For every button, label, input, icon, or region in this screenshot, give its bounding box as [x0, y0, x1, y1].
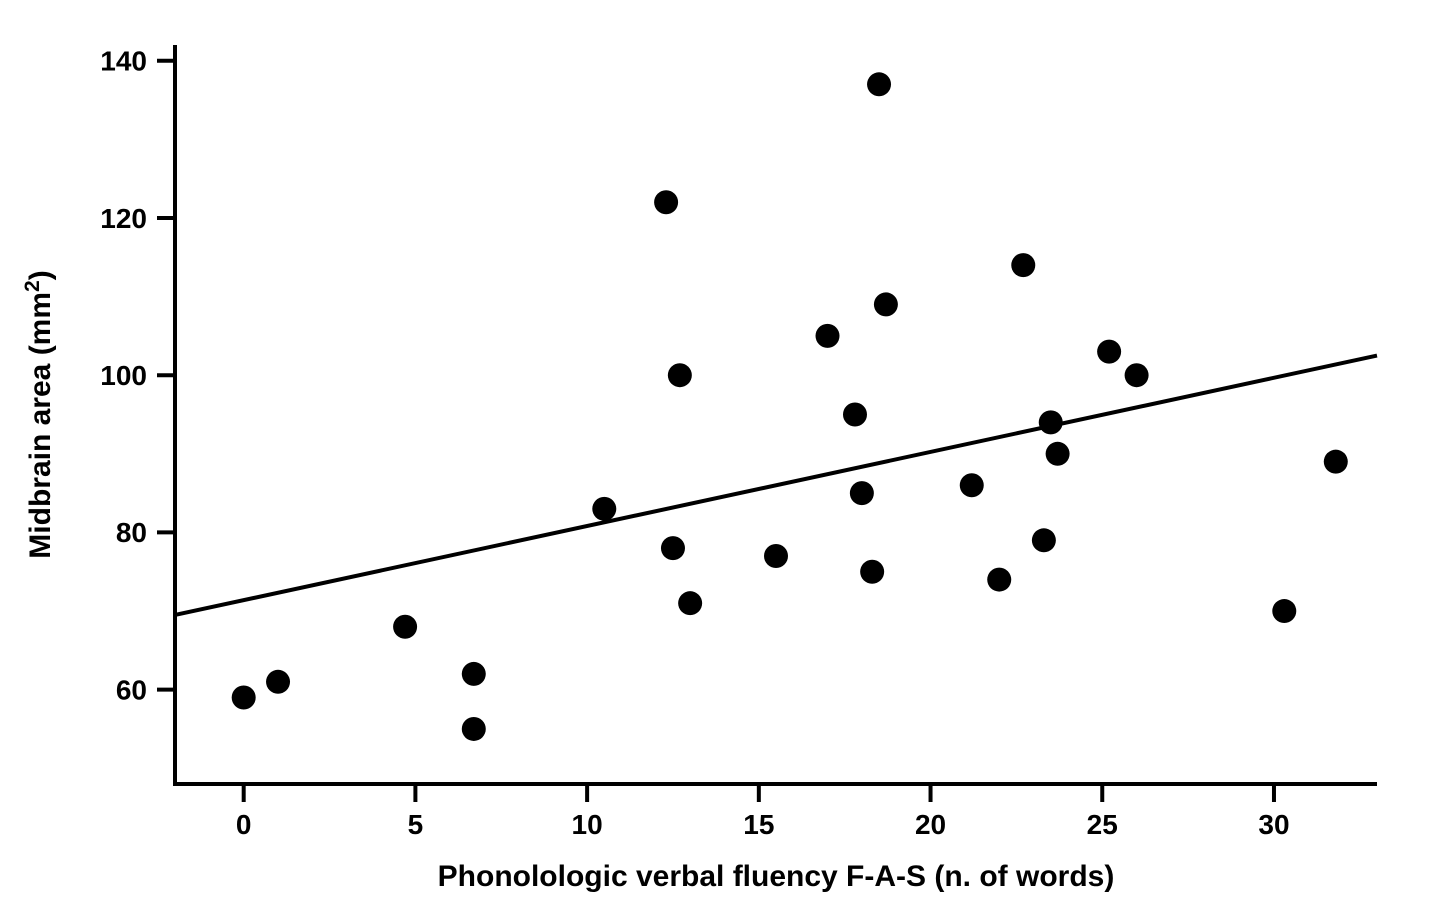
data-point — [850, 481, 874, 505]
x-tick-label: 20 — [915, 809, 946, 840]
data-point — [1097, 340, 1121, 364]
data-point — [1125, 363, 1149, 387]
data-point — [1046, 442, 1070, 466]
data-point — [867, 72, 891, 96]
axes — [175, 45, 1377, 784]
data-point — [1011, 253, 1035, 277]
data-point — [1039, 410, 1063, 434]
data-point — [232, 686, 256, 710]
y-axis-title: Midbrain area (mm2) — [21, 270, 58, 558]
x-tick-label: 5 — [408, 809, 424, 840]
data-point — [987, 568, 1011, 592]
y-tick-label: 80 — [116, 517, 147, 548]
data-point — [874, 292, 898, 316]
data-point — [1272, 599, 1296, 623]
data-point — [816, 324, 840, 348]
data-point — [843, 403, 867, 427]
data-point — [661, 536, 685, 560]
x-tick-label: 0 — [236, 809, 252, 840]
y-tick-label: 120 — [100, 203, 147, 234]
data-point — [266, 670, 290, 694]
data-point — [668, 363, 692, 387]
data-point — [960, 473, 984, 497]
x-axis-title: Phonolologic verbal fluency F-A-S (n. of… — [438, 860, 1115, 893]
y-tick-label: 60 — [116, 674, 147, 705]
x-tick-label: 10 — [572, 809, 603, 840]
data-point — [592, 497, 616, 521]
data-point — [462, 662, 486, 686]
data-point — [462, 717, 486, 741]
chart-svg: 0 5 10 15 20 25 30 60 80 100 120 140 Phonolologic ve… — [0, 0, 1437, 914]
y-tick-label: 100 — [100, 360, 147, 391]
x-tick-label: 30 — [1258, 809, 1289, 840]
data-point — [860, 560, 884, 584]
x-tick-label: 25 — [1087, 809, 1118, 840]
data-point — [393, 615, 417, 639]
scatter-chart: 0 5 10 15 20 25 30 60 80 100 120 140 Phonolologic ve… — [0, 0, 1437, 914]
data-point — [764, 544, 788, 568]
data-point — [678, 591, 702, 615]
y-tick-label: 140 — [100, 46, 147, 77]
data-point — [1032, 528, 1056, 552]
data-point — [654, 190, 678, 214]
trend-line — [175, 356, 1377, 615]
x-tick-label: 15 — [743, 809, 774, 840]
data-point — [1324, 450, 1348, 474]
